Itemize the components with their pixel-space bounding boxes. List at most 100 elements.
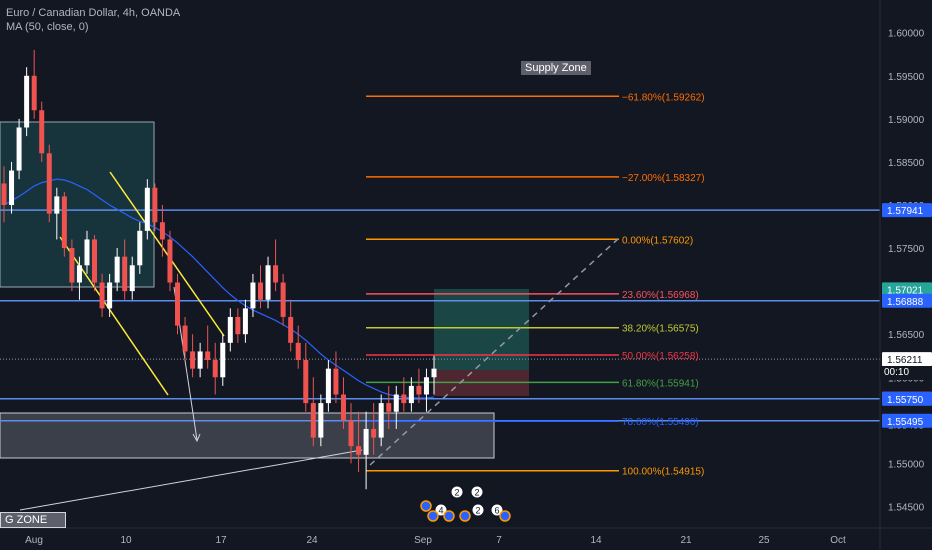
channel-line-upper xyxy=(109,171,225,337)
x-axis: Aug 10 17 24 Sep 7 14 21 25 Oct xyxy=(0,527,932,546)
x-tick-label: Sep xyxy=(414,535,432,546)
candle-body xyxy=(401,394,407,404)
candle-body xyxy=(1,183,7,205)
symbol-title: Euro / Canadian Dollar, 4h, OANDA xyxy=(6,7,181,19)
price-badge-bg xyxy=(882,391,932,406)
fib-level-label: −61.80%(1.59262) xyxy=(622,92,705,103)
projection-dashed-line xyxy=(369,237,620,466)
x-tick-label: 25 xyxy=(758,535,770,546)
channel-line-lower xyxy=(59,236,169,396)
y-axis-background xyxy=(880,0,932,550)
event-markers[interactable]: 2 2 4 2 6 xyxy=(420,485,511,522)
candle-body xyxy=(250,282,256,309)
moving-average xyxy=(3,178,435,399)
candle-body xyxy=(24,75,30,128)
fib-level-label: 78.60%(1.55490) xyxy=(622,417,699,428)
candle-body xyxy=(393,394,399,412)
candle-body xyxy=(107,282,113,309)
fib-level-label: 0.00%(1.57602) xyxy=(622,235,693,246)
event-marker-icon[interactable] xyxy=(434,503,448,517)
candle-body xyxy=(76,265,82,283)
x-tick-label: 17 xyxy=(215,535,227,546)
candle-body xyxy=(257,282,263,300)
candle-body xyxy=(114,256,120,283)
candle-body xyxy=(416,385,422,395)
candle-body xyxy=(205,351,211,361)
event-marker-icon[interactable] xyxy=(490,503,504,517)
fib-level-label: 38.20%(1.56575) xyxy=(622,324,699,335)
candle-body xyxy=(16,127,22,171)
event-marker-icon[interactable] xyxy=(450,485,464,499)
candle-body xyxy=(212,360,218,378)
y-tick-label: 1.60000 xyxy=(888,29,925,40)
price-badge-bg xyxy=(882,352,932,367)
long-position-profit xyxy=(434,289,529,370)
countdown-badge: 00:10 xyxy=(880,366,932,380)
event-flag-icon xyxy=(420,500,432,512)
y-tick-label: 1.54500 xyxy=(888,502,925,513)
event-marker-count: 2 xyxy=(474,488,479,498)
y-axis: 1.545001.550001.554951.557501.560001.565… xyxy=(879,0,932,550)
x-tick-label: Oct xyxy=(830,535,846,546)
candle-body xyxy=(356,446,362,455)
fib-level-label: 23.60%(1.56968) xyxy=(622,290,699,301)
price-badge-bg xyxy=(882,203,932,218)
candle-body xyxy=(340,394,346,421)
candle-body xyxy=(227,316,233,343)
ma-line xyxy=(3,178,435,399)
candle-body xyxy=(99,282,105,309)
candle-body xyxy=(408,385,414,404)
candle-body xyxy=(371,428,377,438)
candle-body xyxy=(61,196,67,249)
event-marker-icon[interactable] xyxy=(471,503,485,517)
y-tick-label: 1.59000 xyxy=(888,115,925,126)
price-badge-label: 1.56888 xyxy=(887,297,924,308)
event-marker-icon[interactable] xyxy=(470,485,484,499)
y-tick-label: 1.56500 xyxy=(888,330,925,341)
arrow-to-zone xyxy=(19,449,363,511)
candle-body xyxy=(348,420,354,447)
candle-body xyxy=(295,342,301,361)
event-marker-count: 2 xyxy=(454,488,459,498)
fib-level-label: 100.00%(1.54915) xyxy=(622,467,704,478)
candle-body xyxy=(288,316,294,343)
candle-body xyxy=(182,325,188,352)
fibonacci-levels: −61.80%(1.59262) −27.00%(1.58327) 0.00%(1.… xyxy=(366,92,705,478)
candle-body xyxy=(310,403,316,438)
price-badge-label: 1.55750 xyxy=(887,395,924,406)
x-tick-label: 14 xyxy=(590,535,602,546)
candle-body xyxy=(318,403,324,438)
y-tick-label: 1.57500 xyxy=(888,244,925,255)
candle-body xyxy=(54,196,60,214)
y-tick-label: 1.59500 xyxy=(888,72,925,83)
candle-body xyxy=(235,316,241,335)
candle-body xyxy=(220,342,226,378)
candle-body xyxy=(265,265,271,300)
event-marker-count: 2 xyxy=(475,506,480,516)
demand-zone-label: G ZONE xyxy=(0,512,66,528)
fib-level-label: 61.80%(1.55941) xyxy=(622,378,699,389)
candle-body xyxy=(242,308,248,335)
candle-body xyxy=(386,403,392,412)
event-marker-count: 6 xyxy=(494,506,499,516)
price-badge-bg xyxy=(882,282,932,297)
fib-level-label: −27.00%(1.58327) xyxy=(622,173,705,184)
candle-body xyxy=(9,170,15,205)
candle-body xyxy=(423,377,429,395)
indicator-title: MA (50, close, 0) xyxy=(6,21,89,33)
candles-layer xyxy=(1,49,437,490)
candle-body xyxy=(46,153,52,214)
event-flag-icon xyxy=(499,510,511,522)
candle-body xyxy=(378,403,384,438)
price-badge-label: 1.56211 xyxy=(887,355,923,366)
candle-body xyxy=(144,187,150,231)
candle-body xyxy=(84,239,90,266)
x-tick-label: 21 xyxy=(680,535,692,546)
fib-level-label: 50.00%(1.56258) xyxy=(622,351,699,362)
candle-body xyxy=(129,265,135,292)
candle-body xyxy=(39,110,45,154)
candle-body xyxy=(431,368,437,378)
candle-body xyxy=(273,265,279,283)
candle-body xyxy=(333,368,339,395)
